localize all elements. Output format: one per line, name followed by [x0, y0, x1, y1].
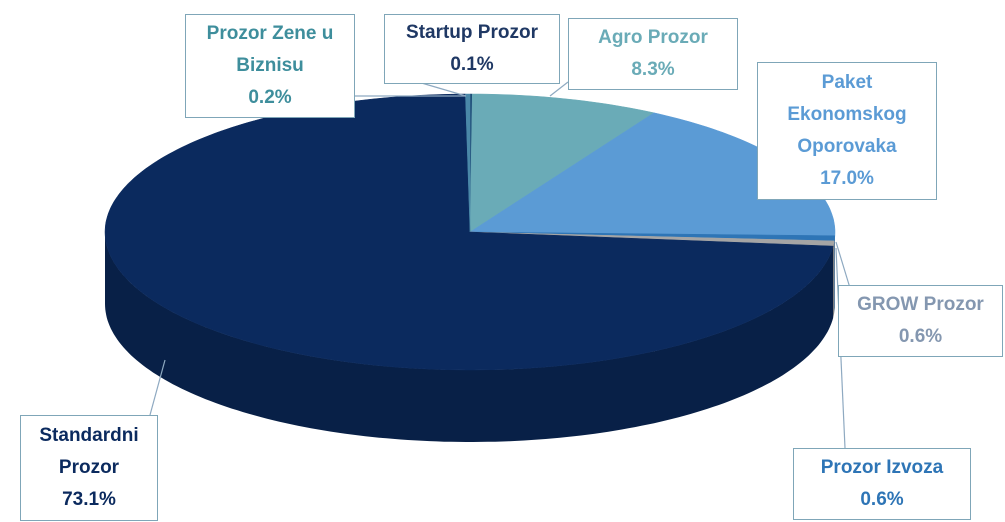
- slice-name: GROW Prozor: [857, 294, 984, 315]
- slice-value: 17.0%: [820, 168, 874, 189]
- data-label: Standardni Prozor 73.1%: [20, 415, 158, 521]
- data-label: Startup Prozor 0.1%: [384, 14, 560, 84]
- data-label: Agro Prozor 8.3%: [568, 18, 738, 90]
- slice-name: Startup Prozor: [406, 22, 538, 43]
- data-label: Prozor Izvoza 0.6%: [793, 448, 971, 520]
- slice-value: 0.1%: [450, 54, 494, 75]
- leader-line: [549, 81, 569, 97]
- data-label: Paket Ekonomskog Oporovaka 17.0%: [757, 62, 937, 200]
- slice-side: [833, 240, 835, 319]
- slice-name: Paket Ekonomskog Oporovaka: [787, 72, 907, 157]
- slice-name: Prozor Izvoza: [820, 457, 944, 478]
- data-label: Prozor Zene u Biznisu 0.2%: [185, 14, 355, 118]
- slice: [469, 93, 655, 233]
- slice-value: 73.1%: [62, 489, 116, 510]
- slice-name: Agro Prozor: [598, 27, 708, 48]
- slice-name: Standardni Prozor: [39, 425, 139, 478]
- slice: [465, 93, 471, 233]
- leader-line: [835, 241, 851, 289]
- slice-side: [105, 232, 834, 442]
- slice-value: 0.6%: [860, 489, 904, 510]
- leader-line: [149, 359, 166, 416]
- slice-side: [834, 235, 835, 313]
- slice-name: Prozor Zene u Biznisu: [206, 23, 334, 76]
- slice-value: 0.6%: [898, 326, 943, 347]
- slice-value: 0.2%: [248, 87, 292, 108]
- slice-value: 8.3%: [631, 59, 675, 80]
- data-label: GROW Prozor 0.6%: [838, 285, 1003, 357]
- slice: [104, 93, 834, 371]
